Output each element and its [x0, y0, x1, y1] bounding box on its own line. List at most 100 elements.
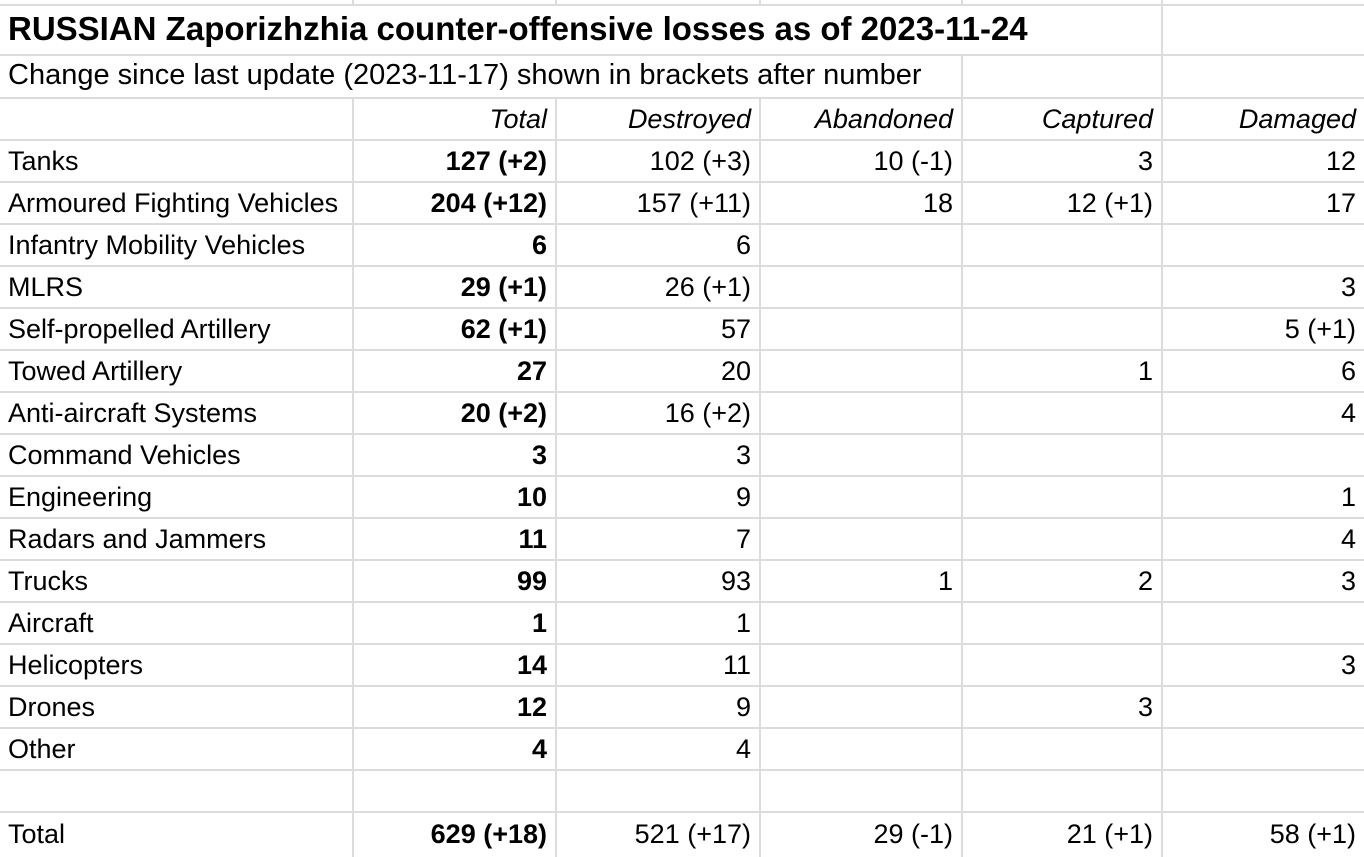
abandoned-value-cell[interactable] — [761, 393, 963, 433]
abandoned-value-cell[interactable] — [761, 729, 963, 769]
category-cell[interactable]: Drones — [0, 687, 354, 727]
captured-value-cell[interactable]: 3 — [963, 141, 1163, 181]
empty-cell[interactable] — [557, 771, 761, 811]
damaged-value-cell[interactable] — [1163, 603, 1364, 643]
damaged-value-cell[interactable]: 12 — [1325, 145, 1356, 176]
captured-value-cell[interactable] — [963, 645, 1163, 685]
total-value-cell[interactable]: 4 — [354, 729, 557, 769]
abandoned-value-cell[interactable] — [761, 645, 963, 685]
subtitle-cell[interactable]: Change since last update (2023-11-17) sh… — [0, 56, 963, 97]
captured-value-cell[interactable] — [963, 603, 1163, 643]
destroyed-value-cell[interactable]: 102 (+3) — [557, 141, 761, 181]
captured-value-cell[interactable] — [963, 267, 1163, 307]
abandoned-value-cell[interactable] — [761, 687, 963, 727]
category-cell[interactable]: Tanks — [0, 141, 354, 181]
damaged-value-cell[interactable]: 5 (+1) — [1284, 313, 1356, 344]
header-damaged[interactable]: Damaged — [1238, 103, 1356, 134]
captured-value-cell[interactable] — [963, 519, 1163, 559]
total-value-cell[interactable]: 99 — [354, 561, 557, 601]
total-value-cell[interactable]: 14 — [354, 645, 557, 685]
captured-value-cell[interactable]: 3 — [963, 687, 1163, 727]
destroyed-value-cell[interactable]: 16 (+2) — [557, 393, 761, 433]
damaged-value-cell[interactable]: 4 — [1340, 397, 1356, 428]
abandoned-value-cell[interactable] — [761, 519, 963, 559]
total-value-cell[interactable]: 204 (+12) — [354, 183, 557, 223]
destroyed-value-cell[interactable]: 57 — [557, 309, 761, 349]
empty-cell[interactable] — [354, 771, 557, 811]
captured-value-cell[interactable]: 12 (+1) — [963, 183, 1163, 223]
total-abandoned-cell[interactable]: 29 (-1) — [761, 813, 963, 857]
abandoned-value-cell[interactable] — [761, 435, 963, 475]
destroyed-value-cell[interactable]: 11 — [557, 645, 761, 685]
category-cell[interactable]: Helicopters — [0, 645, 354, 685]
category-cell[interactable]: MLRS — [0, 267, 354, 307]
damaged-value-cell[interactable]: 1 — [1340, 481, 1356, 512]
captured-value-cell[interactable]: 2 — [963, 561, 1163, 601]
captured-value-cell[interactable] — [963, 477, 1163, 517]
abandoned-value-cell[interactable] — [761, 351, 963, 391]
destroyed-value-cell[interactable]: 157 (+11) — [557, 183, 761, 223]
empty-cell[interactable] — [1163, 771, 1364, 811]
destroyed-value-cell[interactable]: 3 — [557, 435, 761, 475]
total-value-cell[interactable]: 29 (+1) — [354, 267, 557, 307]
category-cell[interactable]: Towed Artillery — [0, 351, 354, 391]
damaged-value-cell[interactable] — [1163, 729, 1364, 769]
total-value-cell[interactable]: 10 — [354, 477, 557, 517]
destroyed-value-cell[interactable]: 93 — [557, 561, 761, 601]
total-value-cell[interactable]: 27 — [354, 351, 557, 391]
damaged-value-cell[interactable]: 6 — [1340, 355, 1356, 386]
empty-cell[interactable] — [1163, 6, 1364, 54]
empty-cell[interactable] — [963, 56, 1163, 97]
destroyed-value-cell[interactable]: 9 — [557, 477, 761, 517]
category-cell[interactable]: Engineering — [0, 477, 354, 517]
total-value-cell[interactable]: 6 — [354, 225, 557, 265]
abandoned-value-cell[interactable]: 1 — [761, 561, 963, 601]
total-value-cell[interactable]: 127 (+2) — [354, 141, 557, 181]
damaged-value-cell[interactable] — [1163, 687, 1364, 727]
empty-cell[interactable] — [0, 771, 354, 811]
category-cell[interactable]: Self-propelled Artillery — [0, 309, 354, 349]
captured-value-cell[interactable] — [963, 729, 1163, 769]
header-abandoned[interactable]: Abandoned — [761, 99, 963, 139]
total-value-cell[interactable]: 11 — [354, 519, 557, 559]
title-cell[interactable]: RUSSIAN Zaporizhzhia counter-offensive l… — [0, 6, 1163, 54]
abandoned-value-cell[interactable] — [761, 603, 963, 643]
destroyed-value-cell[interactable]: 9 — [557, 687, 761, 727]
abandoned-value-cell[interactable] — [761, 477, 963, 517]
captured-value-cell[interactable] — [963, 225, 1163, 265]
empty-cell[interactable] — [963, 771, 1163, 811]
captured-value-cell[interactable] — [963, 435, 1163, 475]
abandoned-value-cell[interactable] — [761, 225, 963, 265]
empty-cell[interactable] — [761, 771, 963, 811]
destroyed-value-cell[interactable]: 4 — [557, 729, 761, 769]
damaged-value-cell[interactable] — [1163, 435, 1364, 475]
destroyed-value-cell[interactable]: 26 (+1) — [557, 267, 761, 307]
total-value-cell[interactable]: 62 (+1) — [354, 309, 557, 349]
total-destroyed-cell[interactable]: 521 (+17) — [557, 813, 761, 857]
damaged-value-cell[interactable]: 3 — [1340, 649, 1356, 680]
captured-value-cell[interactable]: 1 — [963, 351, 1163, 391]
header-total[interactable]: Total — [354, 99, 557, 139]
total-captured-cell[interactable]: 21 (+1) — [963, 813, 1163, 857]
category-cell[interactable]: Command Vehicles — [0, 435, 354, 475]
abandoned-value-cell[interactable] — [761, 309, 963, 349]
destroyed-value-cell[interactable]: 1 — [557, 603, 761, 643]
total-damaged-cell[interactable]: 58 (+1) — [1269, 818, 1356, 849]
category-cell[interactable]: Infantry Mobility Vehicles — [0, 225, 354, 265]
total-value-cell[interactable]: 1 — [354, 603, 557, 643]
damaged-value-cell[interactable]: 3 — [1340, 271, 1356, 302]
category-cell[interactable]: Aircraft — [0, 603, 354, 643]
abandoned-value-cell[interactable]: 10 (-1) — [761, 141, 963, 181]
total-value-cell[interactable]: 12 — [354, 687, 557, 727]
destroyed-value-cell[interactable]: 20 — [557, 351, 761, 391]
header-destroyed[interactable]: Destroyed — [557, 99, 761, 139]
captured-value-cell[interactable] — [963, 393, 1163, 433]
header-category[interactable] — [0, 99, 354, 139]
empty-cell[interactable] — [1163, 56, 1364, 97]
damaged-value-cell[interactable] — [1163, 225, 1364, 265]
category-cell[interactable]: Armoured Fighting Vehicles — [0, 183, 354, 223]
destroyed-value-cell[interactable]: 6 — [557, 225, 761, 265]
total-total-cell[interactable]: 629 (+18) — [354, 813, 557, 857]
damaged-value-cell[interactable]: 4 — [1340, 523, 1356, 554]
captured-value-cell[interactable] — [963, 309, 1163, 349]
